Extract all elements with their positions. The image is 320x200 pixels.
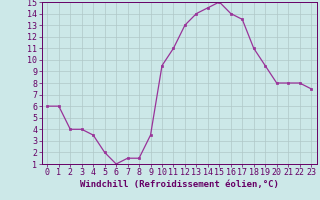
X-axis label: Windchill (Refroidissement éolien,°C): Windchill (Refroidissement éolien,°C) (80, 180, 279, 189)
